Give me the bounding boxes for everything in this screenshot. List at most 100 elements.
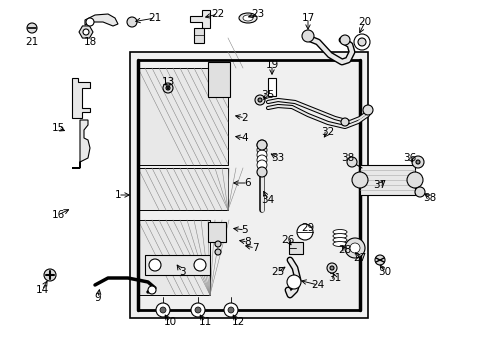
Circle shape bbox=[345, 238, 364, 258]
Circle shape bbox=[286, 275, 301, 289]
Text: 27: 27 bbox=[353, 253, 366, 263]
Circle shape bbox=[156, 303, 170, 317]
Circle shape bbox=[257, 155, 266, 165]
Text: 33: 33 bbox=[271, 153, 284, 163]
Circle shape bbox=[257, 160, 266, 170]
Text: 4: 4 bbox=[241, 133, 248, 143]
Text: 16: 16 bbox=[51, 210, 64, 220]
Text: 5: 5 bbox=[241, 225, 248, 235]
Polygon shape bbox=[190, 10, 209, 28]
Circle shape bbox=[257, 167, 266, 177]
Circle shape bbox=[257, 145, 266, 155]
Bar bbox=[288, 242, 303, 254]
Text: 25: 25 bbox=[271, 267, 284, 277]
Text: 37: 37 bbox=[373, 180, 386, 190]
Circle shape bbox=[258, 98, 262, 102]
Polygon shape bbox=[85, 14, 118, 26]
Circle shape bbox=[414, 187, 424, 197]
Text: 22: 22 bbox=[211, 9, 224, 19]
Text: 18: 18 bbox=[83, 37, 97, 47]
Circle shape bbox=[349, 243, 359, 253]
Polygon shape bbox=[72, 120, 90, 168]
Circle shape bbox=[329, 266, 333, 270]
Circle shape bbox=[353, 34, 369, 50]
Text: 2: 2 bbox=[241, 113, 248, 123]
Text: 21: 21 bbox=[25, 37, 39, 47]
Circle shape bbox=[148, 286, 156, 294]
Circle shape bbox=[224, 303, 238, 317]
Text: 31: 31 bbox=[328, 273, 341, 283]
Text: 11: 11 bbox=[198, 317, 211, 327]
Text: 15: 15 bbox=[51, 123, 64, 133]
Text: 38: 38 bbox=[341, 153, 354, 163]
Circle shape bbox=[302, 30, 313, 42]
Text: 8: 8 bbox=[244, 237, 251, 247]
Circle shape bbox=[357, 38, 365, 46]
Ellipse shape bbox=[239, 13, 257, 23]
Text: 35: 35 bbox=[261, 90, 274, 100]
Text: 10: 10 bbox=[163, 317, 176, 327]
Circle shape bbox=[326, 263, 336, 273]
Circle shape bbox=[346, 157, 356, 167]
Circle shape bbox=[191, 303, 204, 317]
Circle shape bbox=[195, 307, 201, 313]
Text: 38: 38 bbox=[423, 193, 436, 203]
Bar bbox=[138, 168, 227, 210]
Text: 30: 30 bbox=[378, 267, 391, 277]
Bar bbox=[194, 28, 203, 43]
Text: 9: 9 bbox=[95, 293, 101, 303]
Bar bbox=[207, 62, 229, 97]
Ellipse shape bbox=[332, 238, 346, 243]
Polygon shape bbox=[79, 26, 93, 38]
Text: 1: 1 bbox=[115, 190, 121, 200]
Text: 7: 7 bbox=[251, 243, 258, 253]
Circle shape bbox=[227, 307, 234, 313]
Text: 12: 12 bbox=[231, 317, 244, 327]
Circle shape bbox=[27, 23, 37, 33]
Bar bbox=[130, 52, 367, 318]
Circle shape bbox=[127, 17, 137, 27]
Bar bbox=[359, 165, 414, 195]
Circle shape bbox=[163, 83, 173, 93]
Text: 21: 21 bbox=[148, 13, 162, 23]
Circle shape bbox=[254, 95, 264, 105]
Bar bbox=[138, 220, 209, 295]
Ellipse shape bbox=[332, 242, 346, 247]
Text: 28: 28 bbox=[338, 245, 351, 255]
Bar bbox=[138, 68, 227, 165]
Text: 32: 32 bbox=[321, 127, 334, 137]
Circle shape bbox=[339, 35, 349, 45]
Text: 3: 3 bbox=[178, 267, 185, 277]
Circle shape bbox=[362, 105, 372, 115]
Polygon shape bbox=[72, 78, 90, 118]
Circle shape bbox=[406, 172, 422, 188]
Bar bbox=[207, 222, 225, 242]
Circle shape bbox=[340, 118, 348, 126]
Text: 13: 13 bbox=[161, 77, 174, 87]
Text: 19: 19 bbox=[265, 60, 278, 70]
Text: 34: 34 bbox=[261, 195, 274, 205]
Text: 17: 17 bbox=[301, 13, 314, 23]
Circle shape bbox=[86, 18, 94, 26]
Circle shape bbox=[165, 86, 170, 90]
Text: 14: 14 bbox=[35, 285, 48, 295]
Text: 20: 20 bbox=[358, 17, 371, 27]
Circle shape bbox=[351, 172, 367, 188]
Text: 23: 23 bbox=[251, 9, 264, 19]
Text: 29: 29 bbox=[301, 223, 314, 233]
Text: 24: 24 bbox=[311, 280, 324, 290]
Circle shape bbox=[257, 140, 266, 150]
Circle shape bbox=[83, 29, 89, 35]
Circle shape bbox=[415, 160, 419, 164]
Circle shape bbox=[257, 150, 266, 160]
Circle shape bbox=[296, 224, 312, 240]
Text: 36: 36 bbox=[403, 153, 416, 163]
Text: 6: 6 bbox=[244, 178, 251, 188]
Circle shape bbox=[215, 249, 221, 255]
Circle shape bbox=[149, 259, 161, 271]
Ellipse shape bbox=[243, 15, 252, 21]
Circle shape bbox=[257, 140, 266, 150]
Circle shape bbox=[215, 241, 221, 247]
Ellipse shape bbox=[332, 234, 346, 238]
Circle shape bbox=[160, 307, 165, 313]
